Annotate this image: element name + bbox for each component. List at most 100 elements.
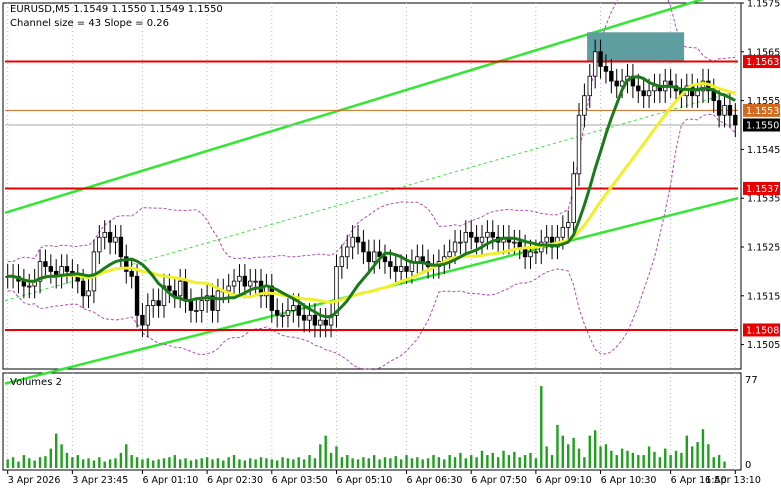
candle-body — [134, 275, 140, 316]
candle-body — [700, 80, 706, 92]
level-label-bg — [743, 323, 780, 337]
candle-body — [43, 261, 48, 267]
time-tick-label: 6 Apr 13:10 — [705, 475, 761, 486]
moving-averages — [7, 75, 737, 319]
candle-body — [188, 300, 194, 311]
candle-body — [479, 236, 485, 243]
candle-body — [161, 285, 167, 306]
candle-body — [544, 236, 549, 243]
candle-body — [517, 241, 522, 248]
horizontal-levels — [5, 60, 738, 331]
candle-body — [124, 256, 129, 272]
candle-body — [652, 85, 657, 92]
price-tick-label: 1.1575 — [747, 0, 780, 10]
volume-scale-bottom: 0 — [745, 460, 751, 471]
candle-body — [636, 85, 641, 92]
bollinger-bands — [7, 0, 736, 371]
candle-body — [285, 310, 291, 316]
candle-body — [215, 290, 221, 311]
time-tick-label: 6 Apr 09:10 — [536, 475, 592, 486]
candle-body — [592, 51, 598, 77]
candle-body — [296, 305, 301, 316]
volume-axis: 77 0 — [745, 375, 758, 471]
candle-body — [485, 231, 490, 238]
candle-body — [183, 280, 188, 302]
candle-body — [727, 105, 733, 116]
vertical-grid — [7, 3, 736, 470]
time-tick-label: 6 Apr 05:10 — [336, 475, 392, 486]
candle-body — [603, 66, 609, 72]
candle-body — [145, 305, 151, 326]
candle-body — [27, 285, 32, 288]
candle-body — [614, 80, 619, 87]
level-label-bg — [743, 181, 780, 195]
candle-body — [355, 236, 361, 243]
candle-body — [291, 305, 296, 311]
candle-body — [587, 75, 592, 97]
candle-body — [447, 251, 452, 258]
candle-body — [97, 236, 102, 253]
price-tick-label: 1.1565 — [747, 47, 780, 58]
volume-pane-frame — [2, 372, 742, 471]
candle-body — [274, 310, 280, 316]
candle-body — [86, 290, 91, 297]
channel-info: Channel size = 43 Slope = 0.26 — [10, 18, 170, 29]
candle-body — [80, 280, 86, 297]
level-label: 1.1537 — [746, 184, 779, 195]
candle-body — [598, 51, 603, 67]
volumes-label: Volumes 2 — [10, 377, 62, 388]
time-tick-label: 6 Apr 01:10 — [142, 475, 198, 486]
candle-body — [64, 266, 70, 272]
candle-body — [21, 280, 27, 287]
candle-body — [301, 314, 307, 321]
candle-body — [280, 314, 285, 317]
price-tick-label: 1.1555 — [747, 96, 780, 107]
candle-body — [469, 231, 474, 238]
resistance-zone — [587, 32, 685, 62]
candle-body — [576, 114, 582, 175]
candle-body — [231, 280, 237, 287]
candle-body — [167, 285, 172, 292]
candle-body — [129, 270, 134, 277]
channel-upper — [4, 0, 705, 215]
time-axis: 3 Apr 2026 3 Apr 23:45 6 Apr 01:10 6 Apr 02… — [7, 470, 761, 486]
time-tick-label: 6 Apr 03:50 — [272, 475, 328, 486]
level-label: 1.1563 — [746, 57, 779, 68]
candle-body — [199, 300, 204, 311]
bollinger-lower — [7, 113, 736, 371]
candle-body — [695, 90, 700, 97]
candle-body — [609, 70, 614, 82]
candle-body — [118, 236, 124, 258]
candle-body — [366, 251, 372, 263]
candle-body — [107, 231, 113, 243]
candle-body — [242, 275, 248, 287]
time-tick-label: 6 Apr 10:30 — [601, 475, 657, 486]
candle-body — [571, 173, 576, 224]
time-tick-label: 3 Apr 2026 — [8, 475, 61, 486]
candle-body — [582, 95, 587, 116]
candle-body — [177, 280, 183, 297]
candle-body — [345, 246, 350, 258]
candle-body — [733, 114, 738, 126]
candle-body — [248, 280, 253, 287]
candle-body — [646, 90, 652, 97]
candle-body — [463, 231, 469, 243]
candle-body — [361, 241, 366, 253]
candle-body — [388, 261, 393, 267]
candle-body — [156, 300, 161, 306]
candle-body — [48, 266, 54, 272]
candle-body — [458, 241, 463, 244]
candle-body — [716, 100, 722, 116]
candle-body — [318, 319, 323, 326]
candle-body — [490, 231, 495, 238]
candle-body — [560, 227, 566, 238]
candle-body — [312, 314, 318, 326]
level-label-bg — [743, 55, 780, 69]
candle-body — [151, 300, 156, 306]
time-tick-label: 6 Apr 06:30 — [407, 475, 463, 486]
current-price-label: 1.1553 — [746, 106, 779, 117]
level-label: 1.1508 — [746, 325, 779, 336]
candle-body — [210, 295, 215, 311]
price-tick-label: 1.1545 — [747, 145, 780, 156]
price-axis: 1.1575 1.1565 1.1555 1.1545 1.1535 1.1525 1.15… — [741, 0, 780, 351]
